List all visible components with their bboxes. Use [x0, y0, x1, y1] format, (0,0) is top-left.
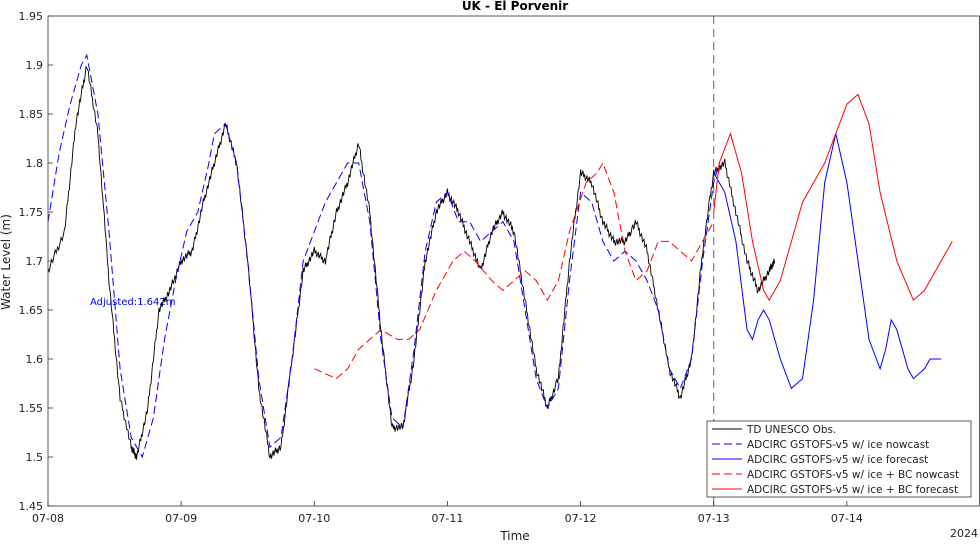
- series-line-4: [314, 161, 715, 380]
- series-line-5: [713, 93, 953, 302]
- x-tick-label: 07-11: [431, 512, 463, 525]
- legend-label-5: ADCIRC GSTOFS-v5 w/ ice + BC forecast: [747, 484, 958, 496]
- x-axis-label: Time: [499, 529, 529, 541]
- series-line-2: [47, 53, 720, 459]
- legend-label-4: ADCIRC GSTOFS-v5 w/ ice + BC nowcast: [747, 469, 959, 481]
- y-tick-label: 1.55: [19, 402, 44, 415]
- x-tick-label: 07-09: [165, 512, 197, 525]
- y-tick-label: 1.7: [26, 255, 44, 268]
- y-tick-label: 1.9: [26, 59, 44, 72]
- y-tick-label: 1.75: [19, 206, 44, 219]
- y-tick-label: 1.45: [19, 500, 44, 513]
- x-tick-label: 07-13: [698, 512, 730, 525]
- legend-box: [706, 420, 972, 498]
- x-tick-label: 07-12: [565, 512, 597, 525]
- y-tick-label: 1.5: [26, 451, 44, 464]
- series-line-3: [713, 133, 942, 390]
- x-tick-label: 07-14: [831, 512, 863, 525]
- legend-label-1: TD UNESCO Obs.: [746, 424, 836, 436]
- axes-layer: 1.45 1.5 1.55 1.6 1.65 1.7 1.75 1.8 1.85 1.9 1.95 0…: [19, 10, 980, 525]
- legend-label-2: ADCIRC GSTOFS-v5 w/ ice nowcast: [747, 439, 929, 451]
- y-axis-label: Water Level (m): [0, 214, 13, 310]
- y-tick-label: 1.95: [19, 10, 44, 23]
- year-label: 2024: [950, 527, 978, 540]
- y-tick-label: 1.8: [26, 157, 44, 170]
- adjusted-annotation: Adjusted:1.642m: [90, 297, 176, 308]
- y-tick-label: 1.65: [19, 304, 44, 317]
- chart-title: UK - El Porvenir: [462, 0, 568, 13]
- legend: TD UNESCO Obs. ADCIRC GSTOFS-v5 w/ ice no…: [706, 420, 972, 498]
- y-tick-label: 1.6: [26, 353, 44, 366]
- x-tick-label: 07-08: [32, 512, 64, 525]
- legend-label-3: ADCIRC GSTOFS-v5 w/ ice forecast: [747, 454, 928, 466]
- x-tick-label: 07-10: [298, 512, 330, 525]
- y-tick-label: 1.85: [19, 108, 44, 121]
